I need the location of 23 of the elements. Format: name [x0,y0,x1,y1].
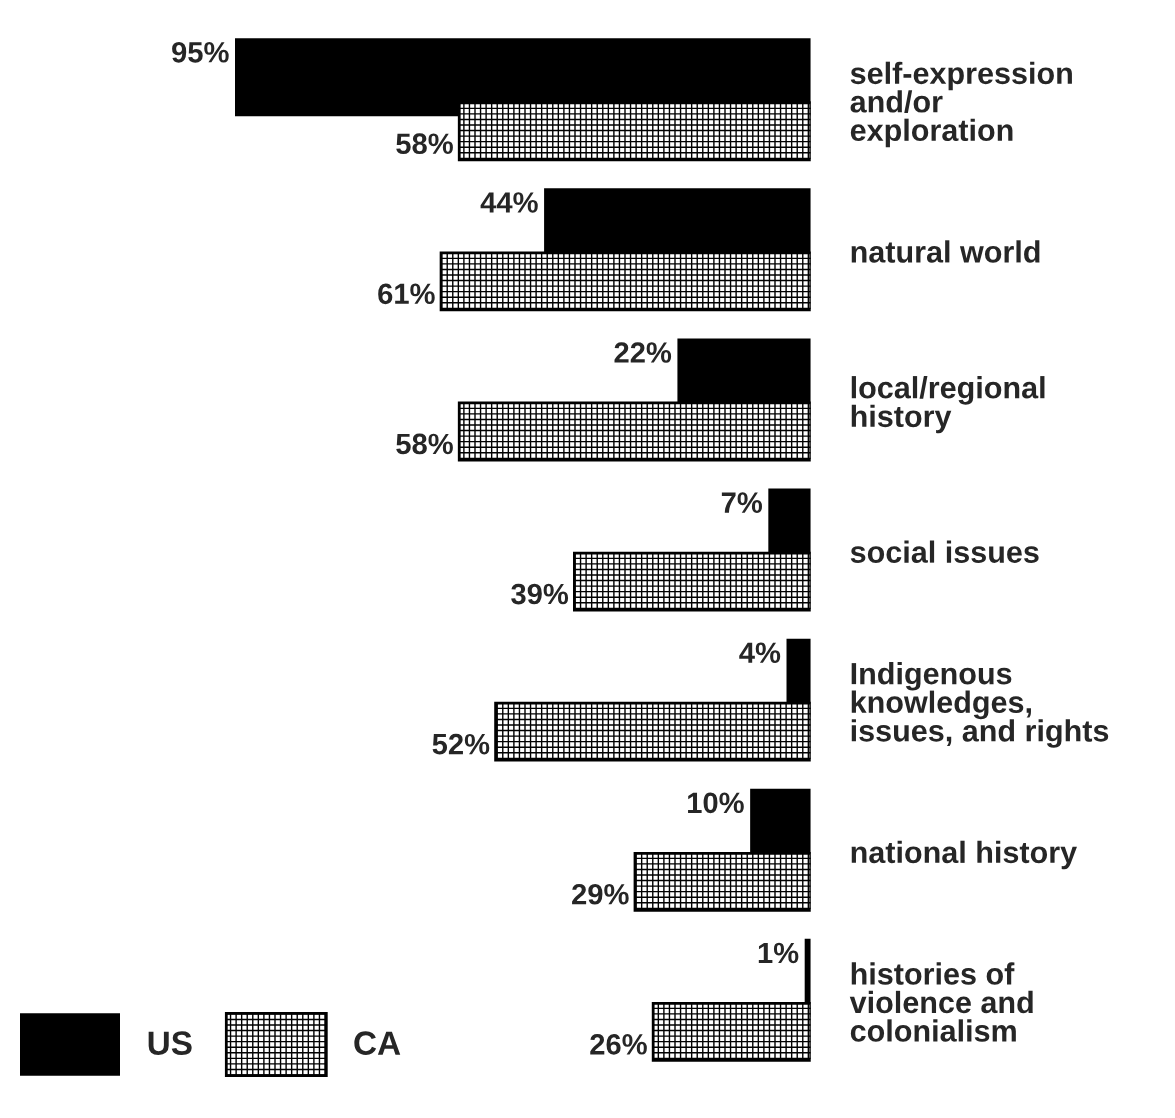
data-label: 58% [396,433,453,455]
y-tick-label: local/regional history [851,376,1045,434]
y-tick-label: natural world [851,240,1040,263]
y-tick-label: social issues [850,540,1039,563]
legend-label: CA [354,1031,401,1055]
data-label: 39% [511,583,569,605]
data-label: 10% [688,792,744,814]
y-tick-label: national history [851,840,1077,870]
data-label: 29% [572,883,629,905]
y-tick-label: Indigenous knowledges, issues, and rights [851,661,1109,748]
data-label: 58% [396,133,453,155]
legend-label: US [148,1031,192,1055]
y-tick-label: histories of violence and colonialism [849,962,1033,1042]
data-label: 4% [739,642,781,663]
y-tick-label: self-expression and/or exploration [850,61,1072,148]
data-label: 26% [590,1034,647,1055]
data-label: 61% [378,283,435,305]
data-label: 95% [172,41,229,63]
data-label: 7% [721,492,762,513]
data-label: 44% [480,192,538,213]
data-label: 22% [614,342,672,363]
data-label: 52% [432,733,490,755]
data-label: 1% [758,942,799,964]
